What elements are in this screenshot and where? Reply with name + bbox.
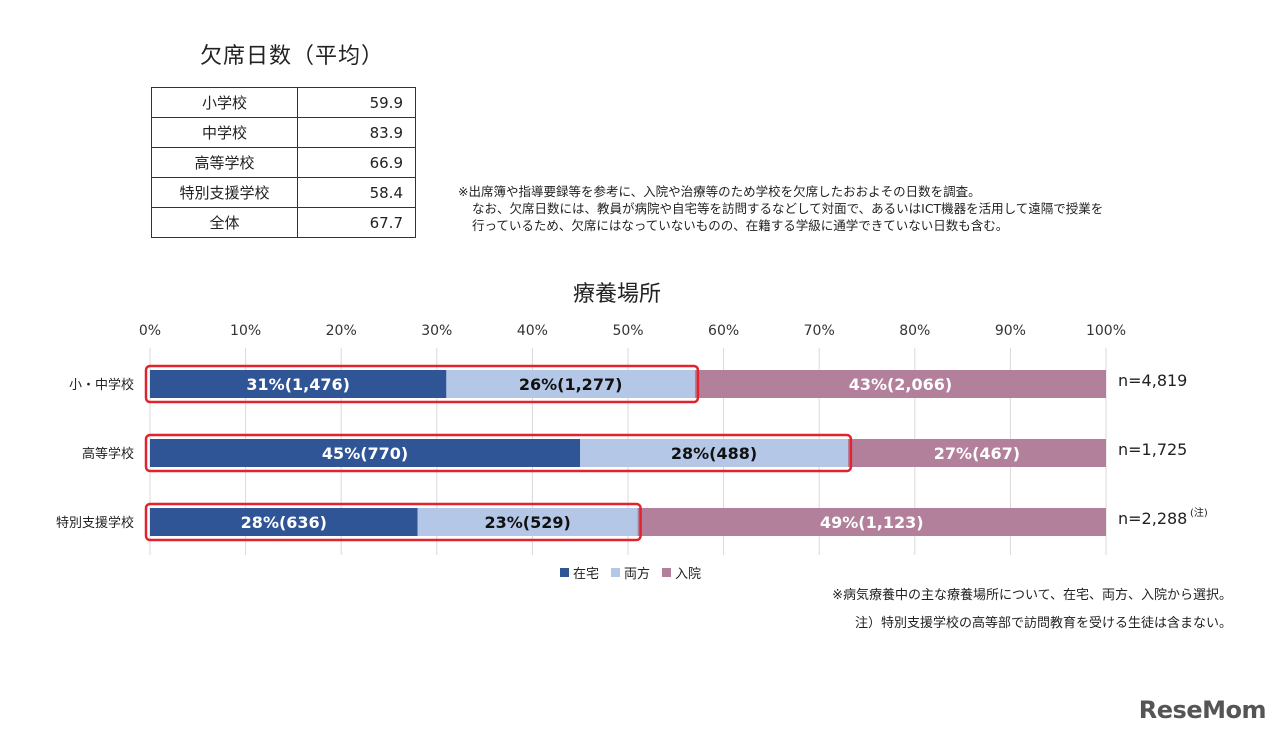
table-row-label: 特別支援学校 (151, 177, 298, 208)
data-label: 43%(2,066) (849, 375, 953, 394)
legend-item: 入院 (662, 563, 701, 582)
x-tick-label: 80% (899, 323, 930, 339)
data-label: 28%(488) (671, 444, 757, 463)
absence-note-line-2: なお、欠席日数には、教員が病院や自宅等を訪問するなどして対面で、あるいはICT機… (472, 201, 1104, 216)
chart-note-line-1: ※病気療養中の主な療養場所について、在宅、両方、入院から選択。 (832, 588, 1232, 603)
x-tick-label: 50% (612, 323, 643, 339)
chart-note-line-2: 注）特別支援学校の高等部で訪問教育を受ける生徒は含まない。 (854, 616, 1232, 631)
data-label: 28%(636) (241, 513, 327, 532)
category-label: 高等学校 (82, 446, 134, 462)
bar-segment (150, 508, 418, 536)
chart-legend: 在宅 両方 入院 (560, 563, 701, 582)
table-row: 高等学校 66.9 (151, 147, 416, 178)
legend-item: 両方 (611, 563, 650, 582)
legend-label: 入院 (675, 567, 702, 582)
bar-segment (417, 508, 638, 536)
n-label: n=4,819 (1118, 371, 1187, 390)
category-label: 特別支援学校 (56, 515, 134, 531)
x-tick-label: 10% (230, 323, 261, 339)
data-label: 27%(467) (934, 444, 1020, 463)
absence-note-line-1: ※出席簿や指導要録等を参考に、入院や治療等のため学校を欠席したおおよその日数を調… (458, 184, 981, 199)
legend-label: 両方 (624, 567, 651, 582)
absence-note-line-3: 行っているため、欠席にはなっていないものの、在籍する学級に通学できていない日数も… (472, 218, 1009, 233)
table-row: 小学校 59.9 (151, 87, 416, 118)
absence-days-table: 小学校 59.9 中学校 83.9 高等学校 66.9 特別支援学校 58.4 全体 67.7 (151, 87, 416, 238)
x-tick-label: 40% (517, 323, 548, 339)
x-tick-label: 20% (326, 323, 357, 339)
data-label: 23%(529) (484, 513, 570, 532)
legend-item: 在宅 (560, 563, 599, 582)
highlight-box (144, 502, 642, 542)
table-row-label: 中学校 (151, 117, 298, 148)
table-row-value: 66.9 (297, 147, 416, 178)
n-label: n=1,725 (1118, 440, 1187, 459)
table-row-label: 全体 (151, 207, 298, 238)
bar-segment (637, 508, 1106, 536)
data-label: 45%(770) (322, 444, 408, 463)
legend-label: 在宅 (573, 567, 600, 582)
table-row: 特別支援学校 58.4 (151, 177, 416, 208)
n-superscript: (注) (1190, 506, 1208, 519)
x-tick-label: 70% (804, 323, 835, 339)
bar-segment (847, 439, 1106, 467)
table-row-value: 67.7 (297, 207, 416, 238)
legend-swatch (611, 568, 621, 577)
data-label: 26%(1,277) (519, 375, 623, 394)
x-tick-label: 0% (139, 323, 161, 339)
bar-segment (150, 370, 447, 398)
x-tick-label: 60% (708, 323, 739, 339)
legend-swatch (560, 568, 569, 577)
data-label: 31%(1,476) (246, 375, 350, 394)
chart-title: 療養場所 (573, 282, 662, 307)
category-label: 小・中学校 (69, 377, 134, 393)
x-tick-label: 90% (995, 323, 1026, 339)
x-tick-label: 100% (1086, 323, 1126, 339)
chart-notes: ※病気療養中の主な療養場所について、在宅、両方、入院から選択。 注）特別支援学校… (832, 582, 1232, 638)
bar-segment (446, 370, 695, 398)
table-row: 全体 67.7 (151, 207, 416, 238)
n-label: n=2,288 (1118, 509, 1187, 528)
bar-segment (150, 439, 581, 467)
table-row-label: 小学校 (151, 87, 298, 118)
bar-segment (580, 439, 848, 467)
table-title: 欠席日数（平均） (200, 44, 385, 69)
bar-segment (694, 370, 1106, 398)
table-row-value: 59.9 (297, 87, 416, 118)
x-tick-label: 30% (421, 323, 452, 339)
absence-note: ※出席簿や指導要録等を参考に、入院や治療等のため学校を欠席したおおよその日数を調… (458, 183, 1158, 234)
resemom-logo: ReseMom (1138, 696, 1267, 724)
data-label: 49%(1,123) (820, 513, 924, 532)
legend-swatch (662, 568, 672, 577)
highlight-box (144, 364, 700, 404)
table-row-label: 高等学校 (151, 147, 298, 178)
highlight-box (144, 433, 853, 473)
